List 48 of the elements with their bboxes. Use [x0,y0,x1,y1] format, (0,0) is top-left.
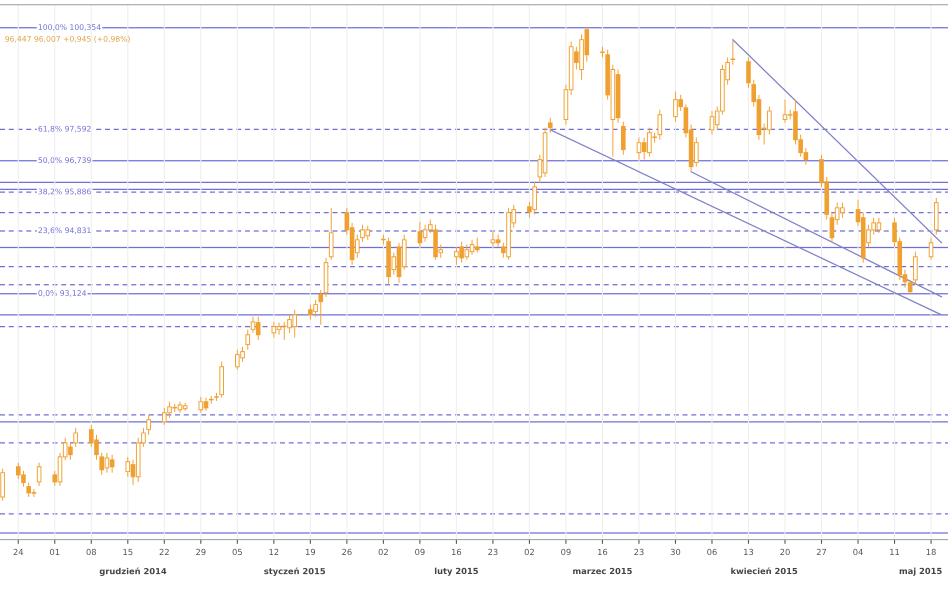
x-tick-label: 20 [780,548,790,556]
x-tick-label: 16 [452,548,462,556]
candlestick [146,414,151,436]
text: luty 2015 [434,568,478,576]
x-tick-label: 11 [890,548,900,555]
x-tick-label: 26 [342,548,352,556]
text: marzec 2015 [573,568,632,574]
x-tick-label: 13 [744,548,754,556]
candlestick [245,329,250,350]
x-tick-label: 06 [707,548,717,556]
text: maj 2015 [900,568,942,576]
candlestick [658,109,662,140]
x-tick-label: 27 [816,548,826,555]
x-tick-label: 02 [524,548,534,556]
x-tick-label: 15 [123,548,132,556]
candlestick [913,251,918,286]
x-tick-label: 16 [598,548,608,556]
x-tick-label: 12 [269,548,278,555]
candlestick [746,56,751,88]
x-tick-label: 29 [196,548,206,556]
text: styczeń 2015 [264,567,326,576]
x-tick-label: 09 [561,548,571,556]
candlestick [600,46,605,58]
x-tick-label: 23 [488,548,498,556]
x-tick-label: 24 [14,548,24,555]
candlestick [730,39,736,66]
candlestick [548,117,553,134]
x-tick-label: 19 [306,548,316,556]
x-tick-label: 04 [853,548,863,556]
x-tick-label: 09 [415,548,425,556]
candlestick [73,427,78,448]
text: grudzień 2014 [100,567,166,576]
candlestick [928,237,934,260]
x-tick-label: 22 [160,548,169,555]
x-tick-label: 18 [926,548,936,556]
x-tick-label: 30 [670,548,680,556]
x-tick-label: 01 [50,548,60,556]
text: kwiecień 2015 [731,567,798,574]
x-tick-label: 23 [634,548,644,556]
candlestick [36,462,42,486]
x-tick-label: 02 [378,548,388,556]
x-tick-label: 08 [86,548,96,556]
candlestick [908,279,912,294]
candlestick [381,234,386,246]
candlestick [318,289,324,326]
candlestick [328,207,334,260]
x-tick-label: 05 [232,548,242,556]
candlestick [620,121,626,156]
